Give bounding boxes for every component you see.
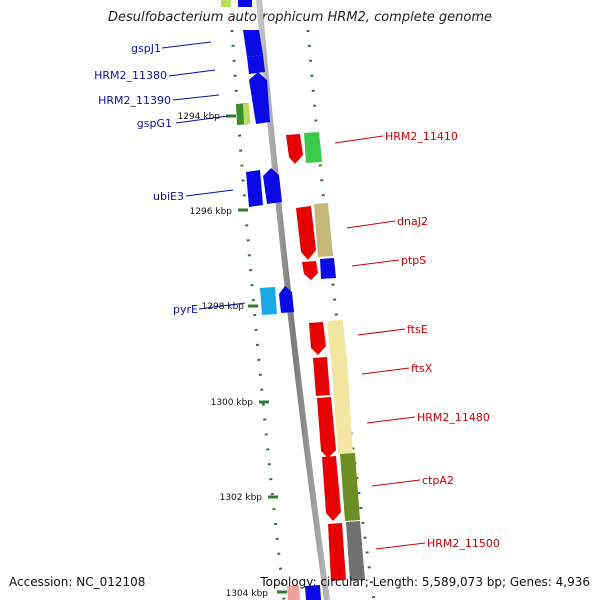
gene-block-bottom-blue[interactable] — [305, 585, 321, 600]
gene-block-HRM2_11500-red[interactable] — [328, 523, 346, 581]
gene-block-ftsX-yellow[interactable] — [331, 355, 353, 454]
scale-label-1296: 1296 kbp — [190, 207, 233, 217]
scale-label-1298: 1298 kbp — [202, 302, 245, 312]
gene-block-HRM2_11410-green[interactable] — [304, 132, 322, 163]
gene-block-HRM2_11410-red[interactable] — [286, 134, 303, 164]
gene-label-HRM2_11480[interactable]: HRM2_11480 — [417, 411, 490, 424]
gene-label-ftsE[interactable]: ftsE — [407, 323, 428, 336]
gene-label-HRM2_11410[interactable]: HRM2_11410 — [385, 130, 458, 143]
scale-label-1302: 1302 kbp — [220, 493, 263, 503]
gene-label-gspG1[interactable]: gspG1 — [137, 117, 172, 130]
right-strand-genes[interactable] — [286, 132, 365, 600]
gene-block-HRM2_11390[interactable] — [249, 72, 270, 124]
scale-track-inner — [306, 29, 376, 600]
gene-block-HRM2_11480-red[interactable] — [317, 397, 336, 458]
gene-label-ubiE3[interactable]: ubiE3 — [153, 190, 184, 203]
gene-label-HRM2_11380[interactable]: HRM2_11380 — [94, 69, 167, 82]
gene-label-ptpS[interactable]: ptpS — [401, 254, 426, 267]
gene-block-ftsX-red[interactable] — [313, 357, 330, 396]
map-title: Desulfobacterium autotrophicum HRM2, com… — [107, 10, 493, 25]
left-strand-genes[interactable] — [221, 0, 294, 315]
gene-block-ptpS-red[interactable] — [302, 261, 318, 280]
gene-block-ctpA2-red[interactable] — [322, 456, 341, 521]
scale-ticks — [226, 114, 287, 594]
gene-block-ctpA2-olive[interactable] — [340, 453, 360, 521]
topology-label: Topology: circular; Length: 5,589,073 bp… — [260, 575, 590, 589]
gene-block-ptpS-blue[interactable] — [320, 258, 336, 279]
gene-block-HRM2_11500-gray[interactable] — [346, 521, 365, 581]
gene-block-pyrE[interactable] — [260, 287, 277, 315]
gene-block-dnaJ2-red[interactable] — [296, 206, 316, 260]
scale-label-1294: 1294 kbp — [178, 112, 221, 122]
gene-label-pyrE[interactable]: pyrE — [173, 303, 198, 316]
gene-block-bottom-pink[interactable] — [287, 585, 300, 600]
gene-label-ctpA2[interactable]: ctpA2 — [422, 474, 454, 487]
gene-block-gspG1-accent[interactable] — [243, 103, 250, 124]
gene-block-pyrE-b[interactable] — [279, 286, 294, 313]
gene-block-dnaJ2-khaki[interactable] — [314, 203, 333, 257]
gene-label-HRM2_11500[interactable]: HRM2_11500 — [427, 537, 500, 550]
gene-block-gspJ1[interactable] — [243, 30, 263, 57]
gene-label-dnaJ2[interactable]: dnaJ2 — [397, 215, 428, 228]
gene-label-gspJ1[interactable]: gspJ1 — [131, 42, 161, 55]
scale-label-1304: 1304 kbp — [226, 589, 269, 599]
scale-label-1300: 1300 kbp — [211, 398, 254, 408]
gene-block-ubiE3-a[interactable] — [246, 170, 263, 207]
gene-block-ubiE3-b[interactable] — [263, 168, 282, 204]
gene-block-top-blue[interactable] — [238, 0, 252, 7]
gene-block-ftsE-red[interactable] — [309, 322, 326, 355]
gene-label-ftsX[interactable]: ftsX — [411, 362, 433, 375]
gene-block-HRM2_11380[interactable] — [247, 55, 265, 74]
gene-block-top-lime[interactable] — [221, 0, 231, 7]
accession-label: Accession: NC_012108 — [9, 575, 146, 589]
gene-label-HRM2_11390[interactable]: HRM2_11390 — [98, 94, 171, 107]
gene-block-ftsE-yellow[interactable] — [327, 320, 346, 356]
